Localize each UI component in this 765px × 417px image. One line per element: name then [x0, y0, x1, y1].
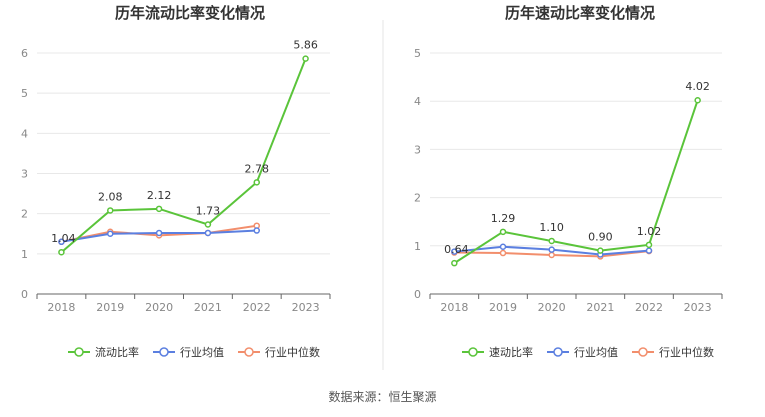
x-tick-label: 2023 [292, 301, 320, 314]
y-tick-label: 0 [414, 288, 421, 301]
data-source-note: 数据来源：恒生聚源 [328, 390, 437, 404]
data-label: 5.86 [293, 39, 318, 52]
legend-marker [159, 347, 169, 357]
data-label: 2.08 [98, 190, 123, 203]
legend-label: 行业中位数 [265, 345, 320, 359]
legend-marker [244, 347, 254, 357]
data-point [204, 221, 212, 228]
data-label: 4.02 [685, 80, 710, 93]
legend-label: 行业中位数 [659, 345, 714, 359]
legend-label: 流动比率 [95, 345, 139, 359]
data-label: 0.64 [444, 243, 469, 256]
legend-label: 行业均值 [180, 346, 224, 359]
data-point [58, 238, 65, 246]
series-line-速动比率 [453, 99, 699, 264]
x-tick-label: 2018 [47, 301, 75, 314]
legend-marker [553, 347, 563, 357]
data-point [499, 228, 507, 236]
data-point [451, 248, 458, 255]
data-point [302, 55, 309, 62]
y-tick-label: 3 [414, 143, 421, 156]
y-tick-label: 2 [21, 208, 28, 221]
data-label: 2.78 [245, 162, 270, 175]
data-label: 1.73 [196, 205, 221, 218]
y-tick-label: 1 [414, 240, 421, 253]
x-tick-label: 2021 [194, 301, 222, 314]
data-label: 1.10 [539, 221, 564, 234]
y-tick-label: 0 [21, 288, 28, 301]
data-point [548, 246, 555, 253]
data-label: 2.12 [147, 189, 172, 202]
data-point [645, 247, 653, 254]
data-label: 0.90 [588, 231, 613, 244]
data-point [58, 248, 65, 256]
chart-title: 历年速动比率变化情况 [505, 4, 655, 22]
data-point [253, 179, 260, 186]
x-tick-label: 2022 [243, 301, 271, 314]
data-point [155, 205, 163, 213]
data-point [451, 259, 458, 267]
y-tick-label: 2 [414, 192, 421, 205]
x-tick-label: 2019 [489, 301, 517, 314]
legend-marker [638, 347, 648, 357]
data-point [645, 241, 653, 249]
x-tick-label: 2023 [684, 301, 712, 314]
y-tick-label: 5 [21, 87, 28, 100]
legend-marker [74, 347, 84, 357]
data-point [204, 229, 212, 237]
x-tick-label: 2020 [538, 301, 566, 314]
chart-1: 历年流动比率变化情况 0 1 2 3 4 5 6 2018 2019 2020 2021 2022 202… [21, 4, 331, 359]
data-point [155, 229, 163, 237]
y-tick-label: 1 [21, 248, 28, 261]
x-tick-label: 2021 [586, 301, 614, 314]
data-point [107, 230, 114, 237]
data-point [107, 207, 114, 214]
data-label: 1.04 [51, 232, 76, 245]
data-point [253, 227, 260, 234]
data-point [597, 247, 604, 254]
y-tick-label: 5 [414, 47, 421, 60]
legend-marker [468, 347, 478, 357]
data-point [548, 251, 555, 259]
data-point [499, 249, 507, 257]
x-tick-label: 2018 [440, 301, 468, 314]
legend-label: 行业均值 [574, 346, 618, 359]
series-line-流动比率 [60, 58, 307, 253]
y-tick-label: 6 [21, 47, 28, 60]
legend-label: 速动比率 [489, 345, 533, 359]
x-tick-label: 2019 [96, 301, 124, 314]
data-label: 1.02 [637, 225, 662, 238]
x-tick-label: 2022 [635, 301, 663, 314]
data-label: 1.29 [491, 212, 516, 225]
data-point [499, 243, 507, 251]
y-tick-label: 4 [414, 95, 421, 108]
y-tick-label: 4 [21, 127, 28, 140]
x-tick-label: 2020 [145, 301, 173, 314]
data-point [694, 96, 701, 104]
y-tick-label: 3 [21, 168, 28, 181]
data-point [548, 237, 555, 245]
chart-2: 历年速动比率变化情况 0 1 2 3 4 5 2018 2019 2020 2021 2022 2023… [414, 4, 723, 359]
chart-title: 历年流动比率变化情况 [115, 4, 265, 22]
